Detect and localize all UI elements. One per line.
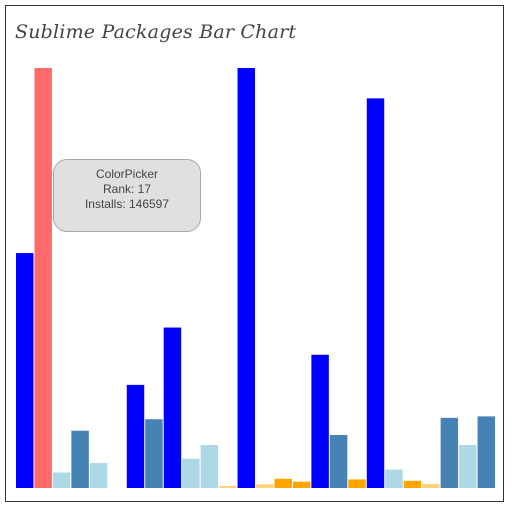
chart-title: Sublime Packages Bar Chart [15, 21, 297, 43]
bar-2[interactable] [34, 68, 52, 488]
bar-10[interactable] [182, 458, 200, 488]
bar-9[interactable] [163, 327, 182, 488]
bar-3[interactable] [52, 472, 71, 488]
bar-25[interactable] [459, 445, 477, 488]
bar-1[interactable] [16, 253, 34, 488]
bar-8[interactable] [145, 419, 163, 488]
bar-20[interactable] [366, 98, 385, 489]
tooltip-installs: Installs: 146597 [84, 197, 170, 211]
bar-5[interactable] [89, 463, 108, 488]
bar-23[interactable] [422, 483, 440, 488]
bar-18[interactable] [329, 435, 348, 488]
bar-19[interactable] [348, 479, 366, 488]
bar-24[interactable] [440, 417, 459, 488]
bar-26[interactable] [477, 416, 495, 488]
bar-17[interactable] [311, 354, 329, 488]
bar-21[interactable] [385, 469, 403, 488]
bar-16[interactable] [292, 481, 311, 488]
bar-13[interactable] [237, 68, 255, 488]
bar-7[interactable] [126, 384, 145, 488]
bar-tooltip: ColorPicker Rank: 17 Installs: 146597 [53, 159, 201, 232]
bar-15[interactable] [274, 478, 292, 488]
tooltip-rank: Rank: 17 [102, 182, 152, 196]
bar-11[interactable] [200, 445, 219, 488]
tooltip-package-name: ColorPicker [95, 167, 158, 181]
bar-22[interactable] [403, 480, 422, 488]
bars-group [16, 68, 495, 489]
bar-14[interactable] [256, 484, 274, 488]
bar-4[interactable] [71, 430, 89, 488]
bar-12[interactable] [219, 485, 237, 488]
